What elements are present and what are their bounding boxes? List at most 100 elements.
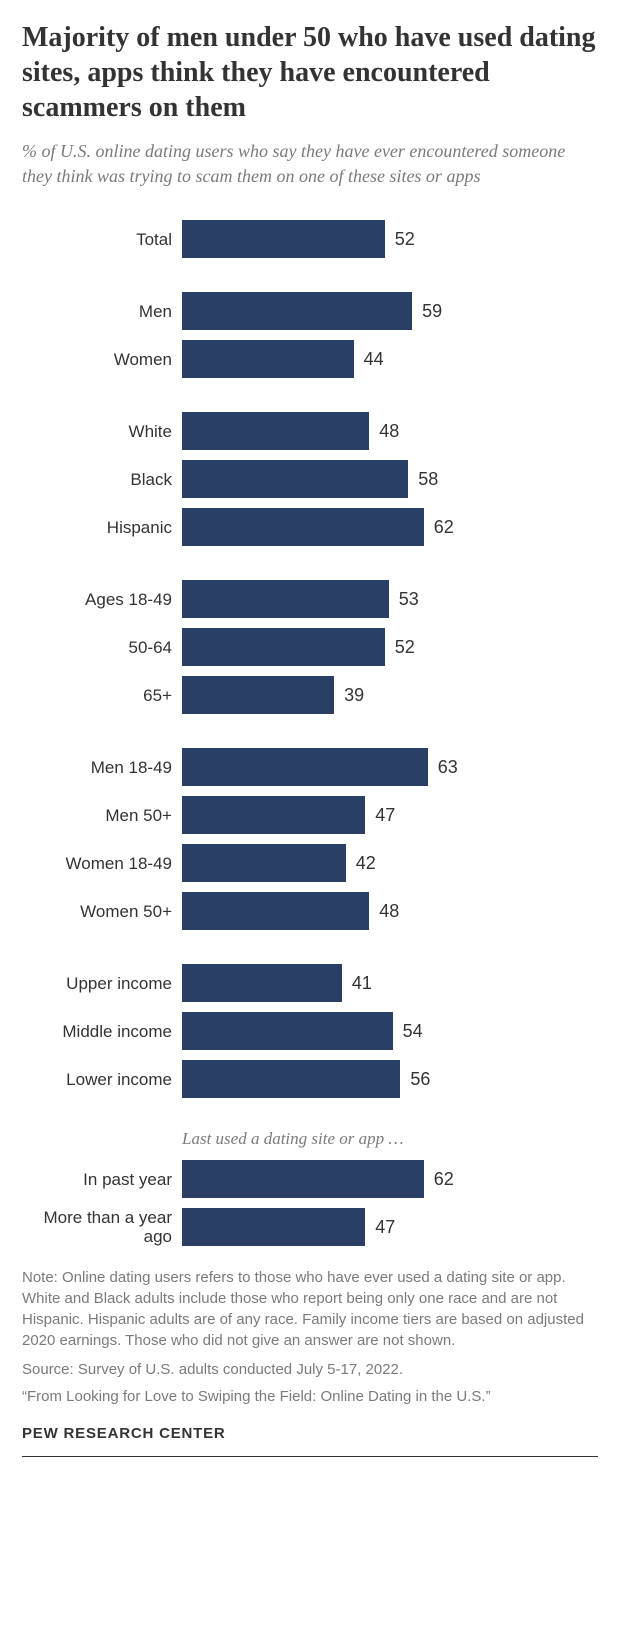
- bar: [182, 292, 412, 330]
- brand-label: PEW RESEARCH CENTER: [22, 1425, 598, 1442]
- bar-value: 47: [375, 1217, 395, 1238]
- bar-row: 65+ 39: [22, 673, 598, 717]
- bar-value: 52: [395, 229, 415, 250]
- bar-area: 58: [182, 457, 598, 501]
- group-header: Last used a dating site or app …: [22, 1129, 598, 1149]
- bar-row: Total 52: [22, 217, 598, 261]
- bar-row: Upper income 41: [22, 961, 598, 1005]
- chart-group: Last used a dating site or app … In past …: [22, 1129, 598, 1249]
- bar-value: 56: [410, 1069, 430, 1090]
- bar: [182, 676, 334, 714]
- bar-row: More than a year ago 47: [22, 1205, 598, 1249]
- chart-reference: “From Looking for Love to Swiping the Fi…: [22, 1386, 598, 1407]
- bar-value: 59: [422, 301, 442, 322]
- bar-area: 48: [182, 409, 598, 453]
- chart-source: Source: Survey of U.S. adults conducted …: [22, 1359, 598, 1380]
- bar: [182, 508, 424, 546]
- bar-area: 44: [182, 337, 598, 381]
- bar-label: Black: [22, 470, 182, 490]
- bar-label: Hispanic: [22, 518, 182, 538]
- bar-area: 53: [182, 577, 598, 621]
- bar-row: Women 50+ 48: [22, 889, 598, 933]
- bar-area: 54: [182, 1009, 598, 1053]
- bar-area: 42: [182, 841, 598, 885]
- bar-label: Upper income: [22, 974, 182, 994]
- bar-value: 62: [434, 1169, 454, 1190]
- chart-title: Majority of men under 50 who have used d…: [22, 20, 598, 125]
- bar-row: Women 44: [22, 337, 598, 381]
- bar-label: In past year: [22, 1170, 182, 1190]
- bar-label: 50-64: [22, 638, 182, 658]
- bar: [182, 628, 385, 666]
- bar-label: 65+: [22, 686, 182, 706]
- bar-row: Men59: [22, 289, 598, 333]
- bar-label: Lower income: [22, 1070, 182, 1090]
- chart-group: White48 Black 58 Hispanic 62: [22, 409, 598, 549]
- bar: [182, 412, 369, 450]
- bar-label: More than a year ago: [22, 1208, 182, 1247]
- bar-area: 62: [182, 1157, 598, 1201]
- bar-row: Middle income 54: [22, 1009, 598, 1053]
- bar-area: 62: [182, 505, 598, 549]
- bar-value: 54: [403, 1021, 423, 1042]
- bar: [182, 796, 365, 834]
- bar-area: 52: [182, 625, 598, 669]
- bar-value: 41: [352, 973, 372, 994]
- bar-row: Hispanic 62: [22, 505, 598, 549]
- bar-value: 63: [438, 757, 458, 778]
- bar: [182, 460, 408, 498]
- bar-area: 63: [182, 745, 598, 789]
- bar-row: Black 58: [22, 457, 598, 501]
- bar: [182, 892, 369, 930]
- bar-label: Women: [22, 350, 182, 370]
- bar-row: Men 50+ 47: [22, 793, 598, 837]
- chart-group: Upper income 41 Middle income 54 Lower incom…: [22, 961, 598, 1101]
- bar-value: 44: [364, 349, 384, 370]
- bar-area: 59: [182, 289, 598, 333]
- bar-label: Ages 18-49: [22, 590, 182, 610]
- bar-label: Women 18-49: [22, 854, 182, 874]
- bar-value: 42: [356, 853, 376, 874]
- bar-area: 47: [182, 1205, 598, 1249]
- bar-row: Men 18-49 63: [22, 745, 598, 789]
- bar-label: Men 18-49: [22, 758, 182, 778]
- bar-value: 53: [399, 589, 419, 610]
- bar: [182, 220, 385, 258]
- chart-group: Men59 Women 44: [22, 289, 598, 381]
- bar: [182, 844, 346, 882]
- chart-note: Note: Online dating users refers to thos…: [22, 1267, 598, 1351]
- bar-label: Men 50+: [22, 806, 182, 826]
- chart-group: Ages 18-49 53 50-64 52 65+ 39: [22, 577, 598, 717]
- chart-group: Men 18-49 63 Men 50+ 47 Women 18-49 42 Women 5…: [22, 745, 598, 933]
- bar-value: 62: [434, 517, 454, 538]
- bar-value: 58: [418, 469, 438, 490]
- bar-value: 52: [395, 637, 415, 658]
- bar: [182, 1012, 393, 1050]
- bar-area: 52: [182, 217, 598, 261]
- chart-subtitle: % of U.S. online dating users who say th…: [22, 139, 598, 189]
- bar-label: Total: [22, 230, 182, 250]
- bar-label: Middle income: [22, 1022, 182, 1042]
- bar: [182, 340, 354, 378]
- bar-area: 39: [182, 673, 598, 717]
- bar-row: White48: [22, 409, 598, 453]
- bar: [182, 748, 428, 786]
- bar-value: 47: [375, 805, 395, 826]
- bar-row: 50-64 52: [22, 625, 598, 669]
- bar: [182, 1208, 365, 1246]
- bar-area: 56: [182, 1057, 598, 1101]
- footer-rule: [22, 1456, 598, 1457]
- bar: [182, 964, 342, 1002]
- bar-row: Ages 18-49 53: [22, 577, 598, 621]
- bar: [182, 1160, 424, 1198]
- bar-value: 48: [379, 421, 399, 442]
- bar-value: 39: [344, 685, 364, 706]
- bar-row: Women 18-49 42: [22, 841, 598, 885]
- bar-area: 41: [182, 961, 598, 1005]
- bar: [182, 1060, 400, 1098]
- bar-value: 48: [379, 901, 399, 922]
- bar-chart: Total 52 Men59 Women 44 White48 Black 58 Hispani…: [22, 217, 598, 1249]
- bar-label: Women 50+: [22, 902, 182, 922]
- bar-area: 48: [182, 889, 598, 933]
- bar-row: In past year 62: [22, 1157, 598, 1201]
